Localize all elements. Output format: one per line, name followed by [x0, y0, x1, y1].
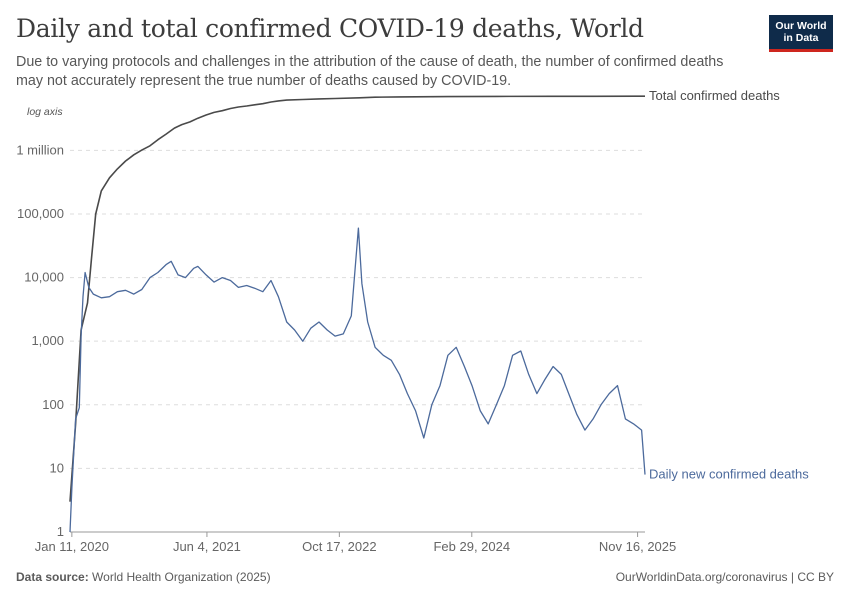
logo-line-2: in Data	[783, 32, 819, 44]
log-axis-note: log axis	[27, 106, 63, 118]
y-tick-label: 100	[42, 397, 64, 412]
logo-line-1: Our World	[775, 20, 827, 32]
x-tick-label: Nov 16, 2025	[599, 539, 676, 554]
data-source-label: Data source:	[16, 570, 89, 584]
series-line-total-confirmed-deaths[interactable]	[69, 95, 646, 502]
gridlines	[70, 149, 645, 533]
series-label-daily-new-confirmed-deaths: Daily new confirmed deaths	[649, 467, 809, 482]
x-tick-label: Jun 4, 2021	[173, 539, 241, 554]
y-tick-label: 100,000	[17, 206, 64, 221]
series-label-total-confirmed-deaths: Total confirmed deaths	[649, 88, 780, 103]
x-axis-ticks: Jan 11, 2020 Jun 4, 2021 Oct 17, 2022 Feb 2…	[35, 532, 676, 554]
x-tick-label: Feb 29, 2024	[433, 539, 510, 554]
chart-title: Daily and total confirmed COVID-19 death…	[16, 14, 644, 43]
y-tick-label: 10,000	[24, 270, 64, 285]
series-labels: Total confirmed deaths Daily new confirme…	[649, 88, 809, 481]
series-line-daily-new-confirmed-deaths[interactable]	[69, 227, 646, 533]
y-tick-label: 1,000	[31, 333, 64, 348]
y-tick-label: 1 million	[16, 142, 64, 157]
owid-logo[interactable]: Our World in Data	[769, 15, 833, 52]
y-tick-label: 1	[57, 524, 64, 539]
y-tick-label: 10	[50, 460, 64, 475]
y-axis-ticks: 1 10 100 1,000 10,000 100,000 1 million	[16, 142, 64, 539]
x-tick-label: Oct 17, 2022	[302, 539, 376, 554]
data-source: Data source: World Health Organization (…	[16, 570, 271, 584]
footer-link[interactable]: OurWorldinData.org/coronavirus | CC BY	[615, 570, 834, 584]
chart-subtitle: Due to varying protocols and challenges …	[16, 54, 724, 89]
x-tick-label: Jan 11, 2020	[35, 539, 109, 554]
data-source-value[interactable]: World Health Organization (2025)	[92, 570, 271, 584]
series-lines	[69, 95, 646, 533]
